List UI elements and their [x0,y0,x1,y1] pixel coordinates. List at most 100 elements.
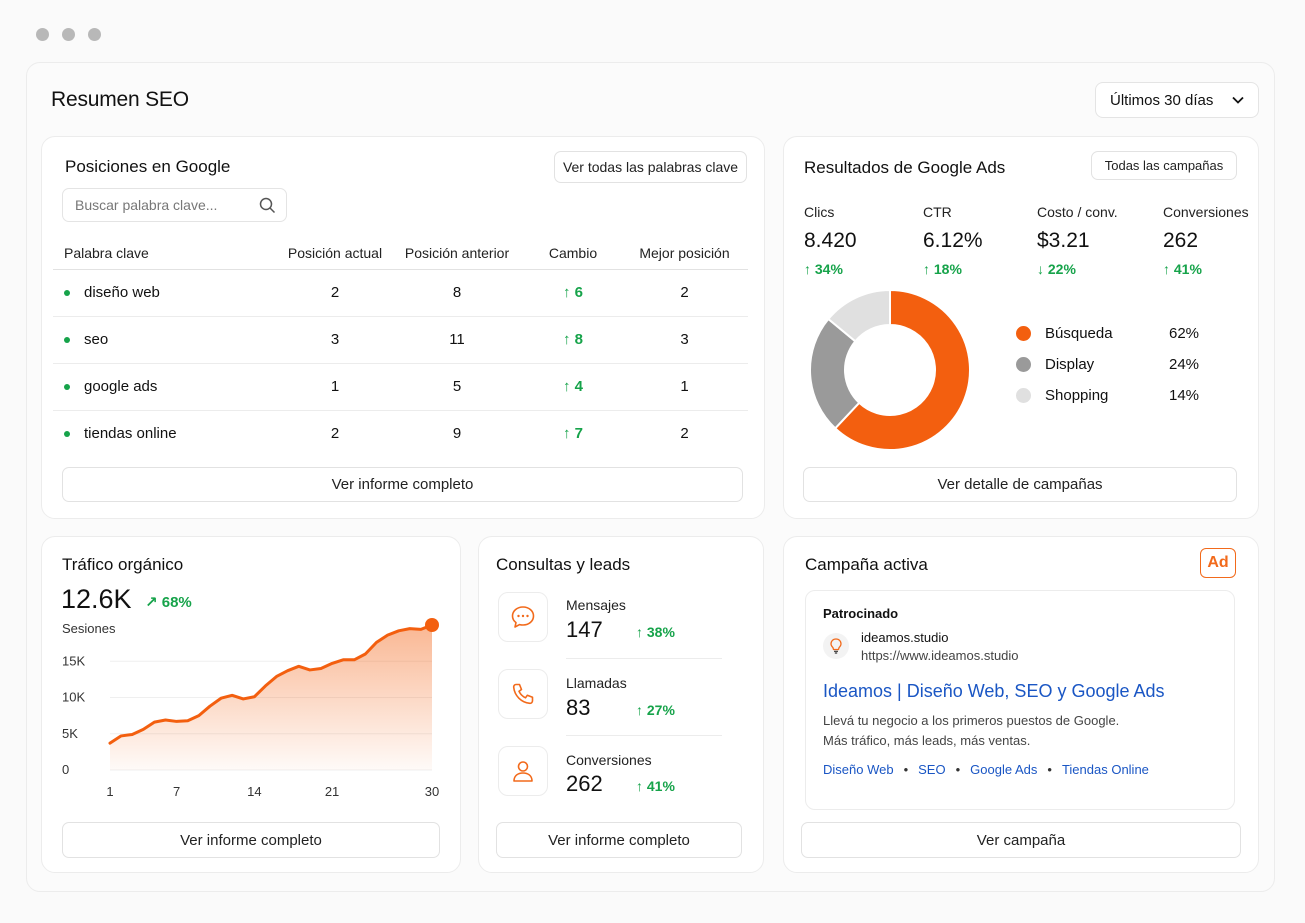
sitelink[interactable]: Tiendas Online [1061,762,1149,777]
donut-slice-shopping[interactable] [826,288,891,343]
sitelink[interactable]: Diseño Web [823,762,894,777]
keyword-search [62,188,287,222]
window-dot[interactable] [88,28,101,41]
best-position: 2 [621,269,748,317]
campaign-details-button[interactable]: Ver detalle de campañas [803,467,1237,502]
column-header[interactable]: Cambio [525,238,621,270]
status-dot [64,290,70,297]
divider [566,735,722,736]
view-all-keywords-button[interactable]: Ver todas las palabras clave [554,151,747,183]
leads-report-button[interactable]: Ver informe completo [496,822,742,858]
window-dot[interactable] [62,28,75,41]
all-campaigns-button[interactable]: Todas las campañas [1091,151,1237,180]
change-cell: ↑ 7 [525,410,621,457]
change-cell: ↑ 8 [525,316,621,364]
legend-item: Display 24% [1016,356,1199,373]
search-icon[interactable] [259,197,276,214]
date-range-select[interactable]: Últimos 30 días [1095,82,1259,118]
legend-item: Shopping 14% [1016,387,1199,404]
keyword-cell: google ads [53,363,281,411]
arrow-up-right-icon: ↗ [145,594,162,611]
page-title: Resumen SEO [51,88,189,111]
previous-position: 11 [389,316,525,364]
donut-slice-búsqueda[interactable] [833,288,971,451]
organic-report-button[interactable]: Ver informe completo [62,822,440,858]
date-range-label: Últimos 30 días [1110,91,1214,109]
arrow-down-icon: ↓ [1037,261,1048,277]
arrow-up-icon: ↑ [636,778,647,794]
best-position: 3 [621,316,748,364]
best-position: 1 [621,363,748,411]
table-header-row: Palabra clave Posición actual Posición a… [53,238,748,270]
metric-change: ↑ 18% [923,261,983,277]
y-tick-label: 5K [62,726,78,741]
legend-value: 14% [1169,387,1200,404]
arrow-up-icon: ↑ [1163,261,1174,277]
metric-label: Costo / conv. [1037,204,1118,220]
column-header[interactable]: Mejor posición [621,238,748,270]
y-tick-label: 15K [62,653,85,668]
keyword-text: seo [84,331,109,348]
lead-icon-box [498,746,548,796]
metric-change-value: 34% [814,261,843,277]
window-controls [36,28,101,41]
series-line [108,623,434,745]
column-header[interactable]: Palabra clave [53,238,281,270]
full-report-button[interactable]: Ver informe completo [62,467,743,502]
arrow-up-icon: ↑ [562,331,575,348]
ad-sitelinks: Diseño Web • SEO • Google Ads • Tiendas … [823,762,1149,777]
y-tick-label: 0 [62,762,69,777]
x-tick-label: 1 [106,784,113,799]
chevron-down-icon [1232,96,1244,104]
metric-value: 262 [1163,229,1199,252]
sitelink[interactable]: SEO [918,762,946,777]
keyword-text: tiendas online [84,425,177,443]
window-dot[interactable] [36,28,49,41]
lead-change-value: 27% [646,702,675,718]
change-value: 6 [574,284,583,301]
change-value: 7 [574,425,583,443]
sitelink[interactable]: Google Ads [970,762,1038,777]
lead-value: 83 [566,695,591,720]
previous-position: 8 [389,269,525,317]
chat-icon [511,606,535,628]
divider [566,658,722,659]
y-axis-title: Sesiones [62,621,116,636]
sponsored-label: Patrocinado [823,606,899,621]
organic-change-value: 68% [161,594,192,611]
keyword-search-input[interactable] [75,197,255,213]
current-position: 1 [281,363,389,411]
site-favicon [823,633,849,659]
metric-change: ↓ 22% [1037,261,1118,277]
metric-clicks: Clics 8.420 ↑ 34% [804,204,857,277]
leads-title: Consultas y leads [496,555,631,574]
change-cell: ↑ 4 [525,363,621,411]
legend-item: Búsqueda 62% [1016,325,1199,342]
lightbulb-icon [830,638,842,654]
site-name: ideamos.studio [861,630,949,645]
table-row[interactable]: google ads 1 5 ↑ 4 1 [53,363,748,411]
ad-headline-link[interactable]: Ideamos | Diseño Web, SEO y Google Ads [823,681,1165,701]
latest-data-point [425,618,439,632]
column-header[interactable]: Posición anterior [389,238,525,270]
x-tick-label: 14 [247,784,261,799]
lead-change: ↑ 27% [636,702,675,718]
table-row[interactable]: seo 3 11 ↑ 8 3 [53,316,748,364]
organic-traffic-chart: 0 5K 10K 15K 1 7 14 21 30 [62,618,439,799]
x-tick-label: 30 [425,784,439,799]
view-campaign-button[interactable]: Ver campaña [801,822,1241,858]
keyword-text: diseño web [84,284,160,301]
arrow-up-icon: ↑ [923,261,934,277]
metric-change: ↑ 34% [804,261,857,277]
table-row[interactable]: tiendas online 2 9 ↑ 7 2 [53,410,748,457]
column-header[interactable]: Posición actual [281,238,389,270]
status-dot [64,384,70,391]
metric-label: Conversiones [1163,204,1249,220]
legend-swatch [1016,388,1031,403]
metric-ctr: CTR 6.12% ↑ 18% [923,204,983,277]
keyword-cell: tiendas online [53,410,281,457]
lead-label: Llamadas [566,675,627,691]
current-position: 2 [330,425,340,443]
lead-icon-box [498,592,548,642]
table-row[interactable]: diseño web 2 8 ↑ 6 2 [53,269,748,317]
